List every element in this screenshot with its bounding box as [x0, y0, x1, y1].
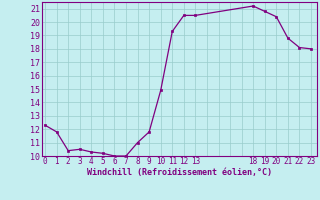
X-axis label: Windchill (Refroidissement éolien,°C): Windchill (Refroidissement éolien,°C) — [87, 168, 272, 177]
